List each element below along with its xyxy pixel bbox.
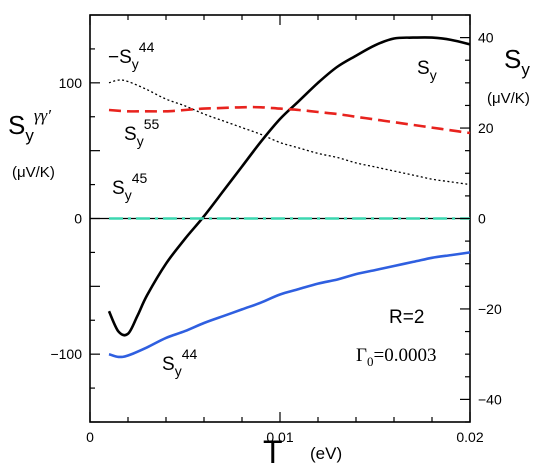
y-right-title-sub: y — [521, 60, 530, 79]
axis-ticks: 0 0.01 0.02 −100 0 100 −40 −20 0 20 40 — [50, 14, 502, 445]
x-unit: (eV) — [310, 444, 342, 463]
y-left-title-sub: y — [25, 126, 34, 145]
label-sy: Sy — [417, 58, 437, 83]
x-tick-label: 0.01 — [266, 429, 293, 445]
annotations: R=2 Γ0=0.0003 — [356, 307, 436, 369]
x-title: T — [263, 434, 283, 470]
y-left-title-main: S — [8, 110, 25, 140]
label-sy44: Sy44 — [162, 346, 197, 379]
x-tick-label: 0.02 — [456, 429, 483, 445]
series-labels: −Sy44 Sy55 Sy45 Sy44 Sy — [108, 39, 437, 379]
y-right-tick-label: 40 — [478, 30, 494, 46]
y-left-tick-label: −100 — [50, 346, 82, 362]
x-axis-title: T (eV) — [263, 434, 342, 470]
y-right-tick-label: −40 — [478, 391, 502, 407]
annotation-r: R=2 — [389, 307, 424, 328]
svg-text:Sy: Sy — [504, 44, 530, 79]
y-right-unit: (μV/K) — [487, 90, 530, 107]
x-tick-label: 0 — [86, 429, 94, 445]
y-right-tick-label: 0 — [478, 211, 486, 227]
label-neg-sy44: −Sy44 — [108, 39, 155, 72]
annotation-gamma: Γ0=0.0003 — [356, 345, 436, 369]
y-left-title-sup: γγ′ — [34, 106, 51, 125]
chart-marks — [107, 36, 471, 359]
series-line-4 — [108, 251, 471, 359]
series-line-2 — [108, 105, 471, 135]
label-sy55: Sy55 — [124, 116, 159, 149]
y-left-unit: (μV/K) — [12, 164, 55, 181]
y-axis-left-title: Syγγ′ (μV/K) — [8, 106, 55, 181]
y-right-title-main: S — [504, 44, 521, 74]
y-left-tick-label: 100 — [59, 75, 83, 91]
label-sy45: Sy45 — [112, 170, 147, 203]
series-line-1 — [108, 79, 471, 186]
y-right-tick-label: 20 — [478, 120, 494, 136]
series-line-0 — [107, 36, 471, 337]
y-left-tick-label: 0 — [74, 211, 82, 227]
svg-text:Syγγ′: Syγγ′ — [8, 106, 51, 145]
y-axis-right-title: Sy (μV/K) — [487, 44, 530, 107]
y-right-tick-label: −20 — [478, 301, 502, 317]
